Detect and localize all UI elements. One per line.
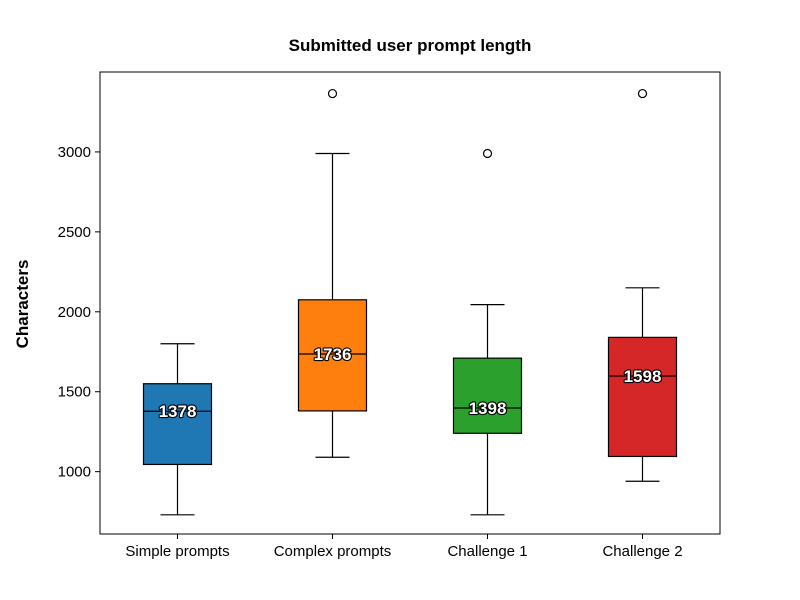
x-tick-label: Challenge 1: [447, 543, 527, 560]
box-iqr: [142, 383, 213, 466]
box-group: 1736: [297, 88, 368, 458]
x-tick-label: Challenge 2: [602, 543, 682, 560]
plot-area: 1000 1500 2000 2500 3000 Simple prompts Comple…: [58, 71, 721, 560]
box-group: 1378: [142, 343, 213, 516]
box-group: 1598: [607, 88, 678, 482]
y-tick-label: 1500: [58, 384, 91, 401]
median-label: 1398: [469, 399, 507, 418]
y-tick-label: 2000: [58, 304, 91, 321]
outlier-point: [327, 88, 338, 99]
chart-title: Submitted user prompt length: [289, 36, 532, 55]
outlier-point: [637, 88, 648, 99]
x-tick-label: Complex prompts: [274, 543, 392, 560]
box-iqr: [297, 299, 368, 412]
box-iqr: [452, 357, 523, 434]
y-axis-label: Characters: [13, 260, 32, 349]
y-tick-label: 1000: [58, 464, 91, 481]
median-label: 1736: [314, 345, 352, 364]
median-label: 1378: [159, 402, 197, 421]
median-label: 1598: [624, 367, 662, 386]
y-tick-label: 2500: [58, 224, 91, 241]
box-iqr: [607, 336, 678, 458]
box-group: 1398: [452, 148, 523, 516]
y-tick-label: 3000: [58, 144, 91, 161]
plot-frame: [99, 71, 721, 535]
outlier-point: [482, 148, 493, 159]
x-tick-label: Simple prompts: [125, 543, 229, 560]
